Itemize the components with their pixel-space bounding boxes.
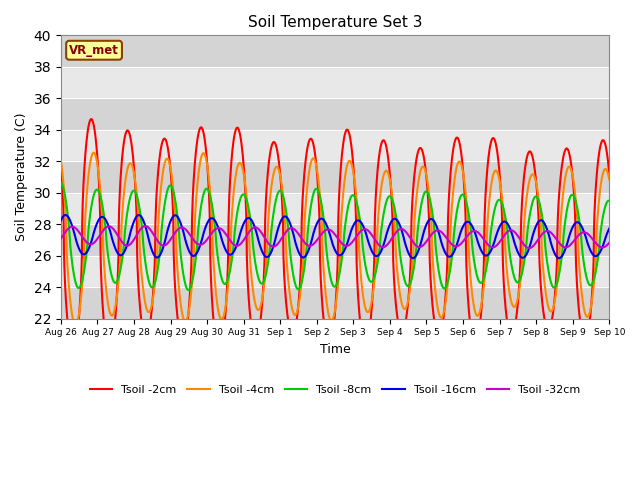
Tsoil -2cm <box>605 171 613 177</box>
Tsoil -4cm <box>421 166 429 172</box>
Tsoil -8cm <box>492 202 500 207</box>
Tsoil -8cm <box>179 268 187 274</box>
Tsoil -2cm <box>215 349 223 355</box>
Bar <box>61 287 609 319</box>
Tsoil -4cm <box>241 179 249 185</box>
Tsoil -2cm <box>241 182 249 188</box>
Line: Tsoil -8cm: Tsoil -8cm <box>61 183 609 290</box>
Tsoil -32cm <box>179 225 187 231</box>
Title: Soil Temperature Set 3: Soil Temperature Set 3 <box>248 15 422 30</box>
Tsoil -2cm <box>88 116 95 122</box>
Tsoil -32cm <box>605 240 613 246</box>
Bar <box>61 224 609 256</box>
Tsoil -4cm <box>166 164 174 169</box>
Tsoil -32cm <box>141 223 149 229</box>
Tsoil -32cm <box>525 245 533 251</box>
Line: Tsoil -16cm: Tsoil -16cm <box>61 215 609 258</box>
Tsoil -2cm <box>421 160 429 166</box>
Tsoil -8cm <box>241 192 248 198</box>
Tsoil -16cm <box>421 226 429 232</box>
Tsoil -2cm <box>57 160 65 166</box>
Tsoil -16cm <box>61 212 69 218</box>
Tsoil -32cm <box>541 229 548 235</box>
Line: Tsoil -2cm: Tsoil -2cm <box>61 119 609 352</box>
Tsoil -8cm <box>541 232 548 238</box>
Tsoil -2cm <box>541 318 548 324</box>
Tsoil -32cm <box>420 241 428 247</box>
Bar <box>61 161 609 193</box>
Tsoil -32cm <box>57 236 65 241</box>
Legend: Tsoil -2cm, Tsoil -4cm, Tsoil -8cm, Tsoil -16cm, Tsoil -32cm: Tsoil -2cm, Tsoil -4cm, Tsoil -8cm, Tsoi… <box>86 381 584 400</box>
Tsoil -16cm <box>541 221 548 227</box>
Tsoil -16cm <box>241 219 248 225</box>
Tsoil -4cm <box>541 283 548 289</box>
Bar <box>61 36 609 67</box>
Tsoil -4cm <box>493 168 500 174</box>
Tsoil -16cm <box>179 228 187 234</box>
Tsoil -32cm <box>166 238 173 243</box>
Bar <box>61 98 609 130</box>
Tsoil -4cm <box>605 177 613 182</box>
Line: Tsoil -4cm: Tsoil -4cm <box>61 153 609 325</box>
Tsoil -4cm <box>180 316 188 322</box>
Tsoil -2cm <box>179 339 187 345</box>
Tsoil -16cm <box>605 226 613 231</box>
Tsoil -8cm <box>605 198 613 204</box>
Tsoil -4cm <box>57 158 65 164</box>
Tsoil -2cm <box>166 161 173 167</box>
Y-axis label: Soil Temperature (C): Soil Temperature (C) <box>15 113 28 241</box>
Tsoil -4cm <box>72 322 79 328</box>
Tsoil -2cm <box>493 144 500 150</box>
Text: VR_met: VR_met <box>69 44 119 57</box>
Line: Tsoil -32cm: Tsoil -32cm <box>61 226 609 248</box>
Tsoil -4cm <box>90 150 97 156</box>
Tsoil -8cm <box>57 180 65 186</box>
Tsoil -8cm <box>420 190 428 196</box>
Tsoil -16cm <box>166 220 173 226</box>
Tsoil -8cm <box>166 183 173 189</box>
X-axis label: Time: Time <box>320 343 351 356</box>
Tsoil -32cm <box>241 236 248 241</box>
Tsoil -8cm <box>185 287 193 293</box>
Tsoil -32cm <box>492 243 500 249</box>
Tsoil -16cm <box>493 232 500 238</box>
Tsoil -16cm <box>57 218 65 224</box>
Tsoil -16cm <box>409 255 417 261</box>
